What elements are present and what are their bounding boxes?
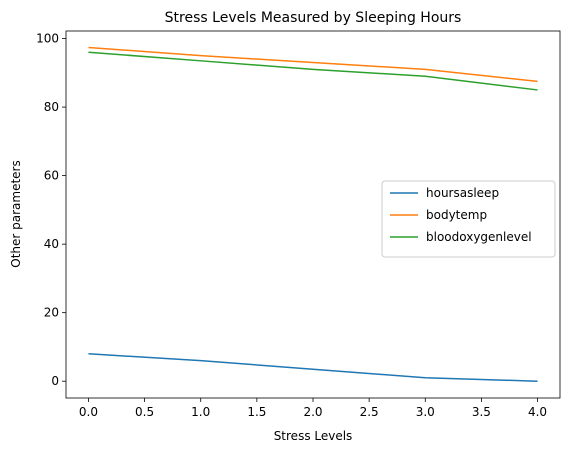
x-tick-label: 2.5 [360,405,379,419]
x-axis: 0.0 0.5 1.0 1.5 2.0 2.5 3.0 3.5 4.0 [79,398,547,419]
y-tick-label: 100 [36,32,59,46]
x-tick-label: 3.5 [472,405,491,419]
x-axis-label: Stress Levels [274,429,353,443]
legend-box [381,180,556,258]
legend-label-bodytemp: bodytemp [426,208,487,222]
series-line-bloodoxygenlevel [88,51,538,91]
legend-label-hoursasleep: hoursasleep [426,186,499,200]
y-tick-label: 20 [44,306,59,320]
y-tick-label: 40 [44,237,59,251]
y-tick-label: 60 [44,169,59,183]
y-tick-label: 0 [51,374,59,388]
x-tick-label: 4.0 [528,405,547,419]
legend: hoursasleep bodytemp bloodoxygenlevel [381,180,556,258]
legend-label-bloodoxygenlevel: bloodoxygenlevel [426,230,532,244]
plot-area [88,46,538,382]
x-tick-label: 3.0 [416,405,435,419]
y-axis-label: Other parameters [9,160,23,268]
series-line-hoursasleep [88,353,538,382]
x-tick-label: 1.5 [247,405,266,419]
x-tick-label: 1.0 [191,405,210,419]
chart-title: Stress Levels Measured by Sleeping Hours [165,10,462,26]
y-tick-label: 80 [44,100,59,114]
x-tick-label: 0.0 [79,405,98,419]
x-tick-label: 0.5 [135,405,154,419]
y-axis: 0 20 40 60 80 100 [36,32,66,388]
x-tick-label: 2.0 [303,405,322,419]
series-line-bodytemp [88,46,538,83]
